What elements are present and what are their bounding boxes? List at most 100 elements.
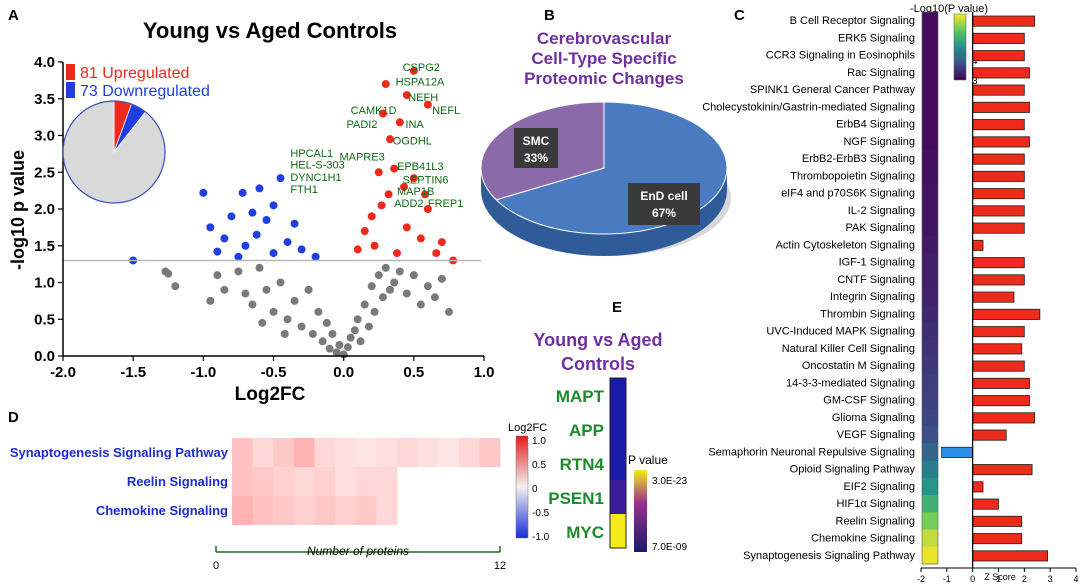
pathway-pvalue-cell bbox=[922, 495, 938, 513]
pathway-pvalue-cell bbox=[922, 288, 938, 306]
zscore-bar bbox=[972, 326, 1025, 338]
up-point bbox=[392, 249, 401, 258]
down-point bbox=[206, 223, 215, 232]
down-point bbox=[255, 184, 264, 193]
heatmap-cell bbox=[438, 438, 460, 467]
pvalue-colorbar-tick: 4 bbox=[972, 56, 978, 67]
pathway-pvalue-cell bbox=[922, 339, 938, 358]
ns-point bbox=[360, 300, 369, 309]
ns-point bbox=[325, 344, 334, 353]
panel-label-a: A bbox=[8, 7, 19, 24]
ns-point bbox=[318, 337, 327, 346]
ns-point bbox=[213, 271, 222, 280]
pathway-pvalue-cell bbox=[922, 98, 938, 116]
ns-point bbox=[416, 300, 425, 309]
x-tick-label: -2.0 bbox=[50, 364, 76, 381]
down-point bbox=[290, 219, 299, 228]
x-tick-label: 0.0 bbox=[333, 364, 354, 381]
pathway-pvalue-cell bbox=[922, 529, 938, 548]
volcano-y-label: -log10 p value bbox=[8, 150, 28, 270]
up-point bbox=[384, 190, 393, 199]
pie-side bbox=[481, 168, 727, 256]
log2fc-colorbar-tick: 1.0 bbox=[532, 436, 546, 447]
heatmap-cell bbox=[335, 496, 357, 525]
zscore-bar bbox=[972, 343, 1023, 355]
up-point bbox=[409, 66, 418, 75]
down-point bbox=[276, 174, 285, 183]
ns-point bbox=[381, 263, 390, 272]
heatmap-cell bbox=[335, 438, 357, 467]
pathway-label: NGF Signaling bbox=[843, 136, 915, 148]
heatmap-cell bbox=[232, 438, 254, 467]
zscore-bar bbox=[972, 412, 1036, 424]
ns-point bbox=[283, 315, 292, 324]
pie-slice-name: SMC bbox=[523, 134, 550, 148]
pathway-pvalue-cell bbox=[922, 219, 938, 237]
pathway-label: ERK5 Signaling bbox=[838, 32, 915, 44]
zscore-bar bbox=[972, 170, 1025, 182]
gene-heatmap-cell bbox=[610, 446, 626, 480]
legend-down-swatch bbox=[66, 82, 75, 98]
zscore-bar bbox=[972, 32, 1025, 44]
up-point bbox=[378, 109, 387, 118]
ns-point bbox=[444, 307, 453, 316]
panel-label-b: B bbox=[544, 7, 555, 24]
pathway-label: Opioid Signaling Pathway bbox=[790, 464, 916, 476]
volcano-title: Young vs Aged Controls bbox=[143, 18, 397, 43]
up-point bbox=[416, 234, 425, 243]
ns-point bbox=[346, 333, 355, 342]
gene-label: CSPG2 bbox=[403, 62, 440, 74]
x-tick-label: 1.0 bbox=[474, 364, 495, 381]
heatmap-cell bbox=[376, 467, 398, 496]
y-tick-label: 1.5 bbox=[34, 238, 55, 255]
gene-heatmap-cell bbox=[610, 378, 626, 412]
ns-point bbox=[276, 278, 285, 287]
heatmap-cell bbox=[273, 496, 295, 525]
pathway-label: IGF-1 Signaling bbox=[839, 257, 915, 269]
pathway-pvalue-cell bbox=[922, 357, 938, 375]
pvalue-colorbar-e-tick: 3.0E-23 bbox=[652, 476, 687, 487]
pathway-pvalue-cell bbox=[922, 132, 938, 151]
heatmap-cell bbox=[293, 467, 315, 496]
y-tick-label: 4.0 bbox=[34, 54, 55, 71]
pathway-pvalue-cell bbox=[922, 253, 938, 272]
ns-point bbox=[430, 293, 439, 302]
gene-label: MAP1B bbox=[397, 186, 434, 198]
up-point bbox=[421, 190, 430, 199]
pathway-pvalue-cell bbox=[922, 81, 938, 99]
proteins-axis-label: Number of proteins bbox=[307, 544, 409, 558]
ns-point bbox=[370, 307, 379, 316]
pathway-pvalue-cell bbox=[922, 236, 938, 254]
pathway-pvalue-cell bbox=[922, 115, 938, 134]
ns-point bbox=[258, 318, 267, 327]
zscore-bar bbox=[972, 429, 1007, 441]
zscore-tick-label: -2 bbox=[917, 574, 925, 584]
log2fc-colorbar-tick: -0.5 bbox=[532, 508, 550, 519]
heatmap-cell bbox=[273, 467, 295, 496]
ns-point bbox=[308, 329, 317, 338]
ns-point bbox=[290, 296, 299, 305]
heatmap-cell bbox=[376, 496, 398, 525]
gene-label: NEFL bbox=[432, 105, 460, 117]
log2fc-colorbar bbox=[515, 435, 529, 539]
up-point bbox=[423, 205, 432, 213]
ns-point bbox=[322, 318, 331, 327]
ns-point bbox=[220, 285, 229, 294]
pathway-pvalue-cell bbox=[922, 391, 938, 410]
y-tick-label: 2.5 bbox=[34, 164, 55, 181]
log2fc-colorbar-tick: -1.0 bbox=[532, 532, 550, 543]
zscore-tick-label: 3 bbox=[1048, 574, 1053, 584]
zscore-bar bbox=[972, 533, 1023, 545]
heatmap-cell bbox=[293, 496, 315, 525]
gene-heatmap-title-1: Young vs Aged bbox=[533, 330, 662, 350]
pathway-label: Thrombopoietin Signaling bbox=[790, 170, 915, 182]
gene-label: OGDHL bbox=[393, 135, 432, 147]
pathway-pvalue-cell bbox=[922, 322, 938, 341]
volcano-x-label: Log2FC bbox=[235, 384, 306, 405]
zscore-tick-label: 0 bbox=[970, 574, 975, 584]
gene-heatmap: Young vs Aged Controls MAPT APP RTN4 PSEN1 M… bbox=[533, 330, 687, 553]
zscore-bar bbox=[972, 550, 1048, 562]
ns-point bbox=[350, 326, 359, 335]
panel-label-c: C bbox=[734, 7, 745, 24]
